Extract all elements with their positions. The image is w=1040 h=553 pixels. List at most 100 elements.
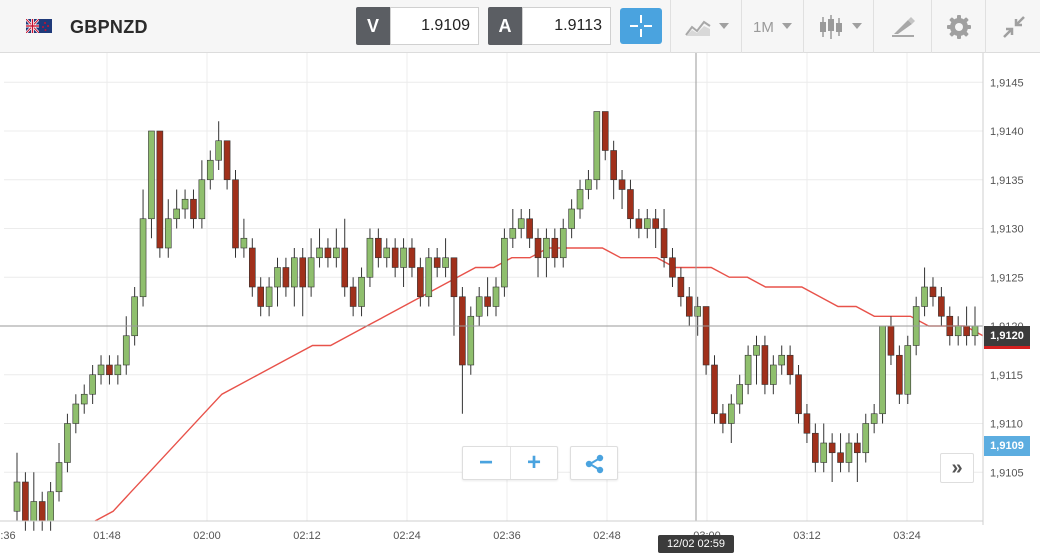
candle (694, 296, 701, 336)
candle (433, 248, 441, 278)
candle-body (148, 130, 155, 220)
candle (156, 130, 164, 258)
candle (929, 277, 937, 307)
candle (198, 160, 206, 229)
candle-body (753, 345, 760, 356)
candle-body (669, 257, 676, 278)
candle (38, 491, 46, 531)
candle-body (38, 501, 46, 522)
candle-body (702, 306, 710, 366)
candle-body (232, 179, 239, 249)
toolbar: GBPNZD V 1.9109 A 1.9113 1M (0, 0, 1040, 53)
candle (711, 355, 718, 424)
price-tick-label: 1,9115 (990, 370, 1023, 382)
candle (870, 404, 878, 434)
candle (248, 238, 256, 297)
chevron-down-icon (852, 23, 862, 29)
price-tick-label: 1,9105 (990, 467, 1024, 479)
candle-body (64, 423, 71, 463)
candle-body (173, 208, 180, 220)
crosshair-time-tag: 12/02 02:59 (658, 535, 734, 553)
candle (148, 130, 155, 239)
share-button[interactable] (570, 446, 618, 480)
candle-body (761, 345, 769, 385)
candle-body (971, 325, 979, 337)
chart-type-icon (685, 20, 711, 36)
candle-body (223, 140, 231, 181)
candle-body (803, 413, 811, 434)
collapse-button[interactable] (985, 0, 1040, 53)
candle-body (770, 364, 777, 385)
candle-body (30, 501, 38, 522)
candle (501, 228, 508, 297)
candle (727, 394, 735, 443)
candle-body (610, 150, 617, 181)
candle-body (316, 247, 323, 259)
candle-body (694, 306, 701, 317)
time-tick-label: :36 (0, 530, 15, 542)
chevron-down-icon (719, 23, 729, 29)
candle (282, 257, 290, 297)
last-price-tag: 1,9120 (984, 326, 1030, 349)
time-tick-label: 02:36 (493, 530, 521, 542)
candle-body (433, 257, 441, 268)
candle-body (257, 286, 265, 307)
candle (64, 413, 71, 473)
candle-body (786, 354, 794, 376)
settings-button[interactable] (931, 0, 986, 53)
candle (223, 140, 231, 190)
candle-body (198, 179, 206, 220)
ask-price-box[interactable]: 1.9113 (522, 7, 611, 45)
candle (450, 257, 458, 336)
candle-body (938, 296, 945, 317)
candle (568, 199, 575, 239)
candle-body (190, 198, 197, 220)
candle (97, 355, 105, 385)
price-tick-label: 1,9110 (990, 419, 1023, 431)
time-axis: :3601:4802:0002:1202:2402:3602:4803:0003… (0, 520, 983, 542)
candle (921, 267, 928, 317)
candle (265, 277, 273, 317)
candle-body (652, 218, 659, 229)
candle-body (240, 237, 248, 249)
candle-body (13, 481, 21, 512)
candle (106, 355, 113, 385)
candle-body (383, 247, 391, 259)
candle-body (425, 257, 433, 298)
candle (585, 170, 592, 200)
candle-body (139, 218, 147, 298)
candle (206, 150, 214, 190)
candle (669, 248, 676, 287)
crosshair-button[interactable] (620, 8, 662, 44)
drawing-tools-button[interactable] (873, 0, 932, 53)
zoom-divider (510, 447, 511, 479)
candle-body (744, 354, 752, 385)
candle (475, 287, 483, 326)
timeframe-button[interactable]: 1M (741, 0, 804, 53)
time-tick-label: 03:12 (793, 530, 821, 542)
time-tick-label: 02:00 (193, 530, 221, 542)
candle (291, 248, 298, 307)
candle-body (391, 247, 399, 268)
candle (854, 433, 861, 482)
candle (652, 209, 659, 248)
candle-body (509, 228, 517, 239)
candle-style-button[interactable] (803, 0, 874, 53)
time-tick-label: 02:48 (593, 530, 621, 542)
candle-body (711, 364, 718, 415)
candle-body (618, 179, 626, 190)
zoom-in-button[interactable]: + (526, 449, 541, 476)
bid-price-box[interactable]: 1.9109 (390, 7, 479, 45)
candle (820, 423, 828, 473)
candle (366, 228, 374, 287)
price-chart[interactable]: 1,9105 1,9110 1,9115 1,9120 1,9125 1,9130 1,91… (0, 53, 1040, 553)
scroll-to-latest-button[interactable]: » (940, 453, 974, 483)
candle-body (845, 442, 853, 463)
candle-body (559, 228, 567, 259)
candle-body (501, 237, 508, 288)
candle-body (349, 286, 357, 307)
chart-type-button[interactable] (670, 0, 741, 53)
candle-body (879, 325, 886, 415)
zoom-out-button[interactable]: − (478, 449, 493, 476)
gbp-nzd-flag-icon (26, 19, 52, 33)
